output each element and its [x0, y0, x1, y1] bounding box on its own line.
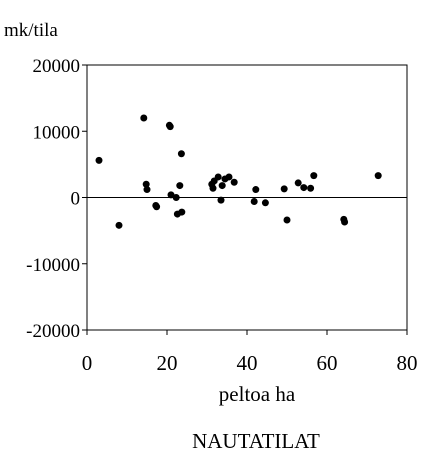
data-point: [280, 185, 288, 193]
data-point: [209, 184, 217, 192]
data-point: [250, 197, 258, 205]
data-points: [95, 114, 382, 229]
data-point: [283, 216, 291, 224]
data-point: [294, 179, 302, 187]
data-point: [214, 173, 222, 181]
x-tick-label: 0: [82, 351, 93, 375]
x-axis-ticks: 0 20 40 60 80: [82, 330, 418, 375]
data-point: [95, 156, 103, 164]
y-axis-ticks: 20000 10000 0 -10000 -20000: [26, 56, 87, 342]
data-point: [374, 172, 382, 180]
x-tick-label: 60: [317, 351, 338, 375]
data-point: [172, 194, 180, 201]
data-point: [261, 199, 269, 207]
data-point: [225, 173, 233, 181]
y-tick-label: 0: [71, 189, 81, 210]
data-point: [218, 182, 226, 190]
data-point: [341, 218, 349, 226]
x-tick-label: 80: [397, 351, 418, 375]
data-point: [115, 221, 123, 229]
x-tick-label: 20: [157, 351, 178, 375]
x-tick-label: 40: [237, 351, 258, 375]
data-point: [252, 186, 260, 194]
data-point: [310, 172, 318, 180]
y-tick-label: -10000: [26, 255, 80, 276]
data-point: [153, 203, 161, 211]
data-point: [140, 114, 148, 122]
data-point: [176, 182, 184, 190]
data-point: [167, 191, 175, 199]
data-point: [300, 184, 308, 192]
data-point: [217, 196, 225, 204]
x-axis-label: peltoa ha: [219, 382, 296, 406]
y-tick-label: 10000: [33, 122, 81, 143]
y-tick-label: -20000: [26, 321, 80, 342]
data-point: [230, 178, 238, 186]
data-point: [142, 180, 150, 188]
data-point: [177, 150, 185, 158]
y-axis-label: mk/tila: [4, 20, 58, 41]
data-point: [307, 184, 315, 192]
data-point: [166, 123, 174, 131]
chart-caption: NAUTATILAT: [192, 429, 320, 452]
y-tick-label: 20000: [33, 56, 81, 77]
data-point: [178, 208, 186, 216]
data-point: [143, 186, 151, 194]
